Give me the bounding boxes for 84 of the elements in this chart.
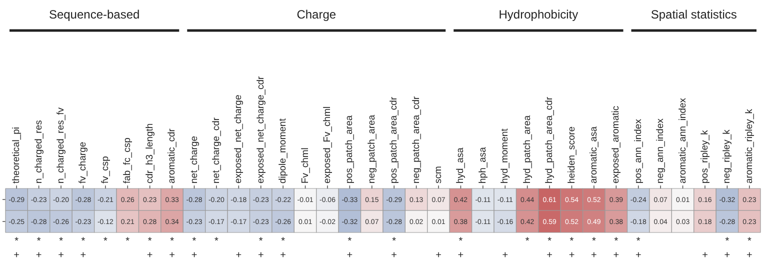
x-tick-label: exposed_net_charge_cdr xyxy=(255,76,266,184)
x-tick-label: exposed_Fv_chml xyxy=(322,106,333,184)
x-tick-label: neg_ripley_k xyxy=(722,129,733,184)
text: + xyxy=(458,250,464,261)
x-tick-label: n_charged_res_fv xyxy=(56,107,67,184)
x-tick-label: aromatic_cdr xyxy=(166,128,178,184)
text: + xyxy=(169,250,175,261)
text: * xyxy=(614,236,618,247)
text: * xyxy=(592,236,596,247)
x-tick-label: fab_fc_csp xyxy=(122,138,134,184)
text: + xyxy=(146,250,153,261)
x-tick-label: neg_patch_area_cdr xyxy=(410,96,422,184)
text: + xyxy=(568,250,575,261)
text: + xyxy=(14,250,20,261)
text: * xyxy=(59,236,63,247)
text: + xyxy=(724,250,730,261)
x-tick-label: neg_patch_area xyxy=(366,114,378,184)
x-tick-label: aromatic_ripley_k xyxy=(744,108,755,184)
text: * xyxy=(548,236,552,247)
x-tick-label: theoretical_pi xyxy=(11,126,22,184)
text: + xyxy=(613,250,620,261)
text: * xyxy=(392,236,396,247)
x-tick-label: net_charge_cdr xyxy=(210,117,222,184)
x-tick-label: pos_patch_area xyxy=(344,114,356,184)
x-tick-label: cdr_h3_length xyxy=(144,123,156,184)
text: + xyxy=(546,250,552,261)
text: * xyxy=(747,236,752,247)
text: * xyxy=(36,236,41,247)
x-tick-label: hyd_patch_area_cdr xyxy=(544,96,556,184)
x-tick-label: hyd_patch_area xyxy=(522,114,533,184)
x-tick-label: fv_charge xyxy=(78,142,89,184)
text: * xyxy=(570,236,574,247)
text: * xyxy=(14,236,19,247)
x-tick-label: aromatic_ann_index xyxy=(677,98,688,184)
x-tick-label: hyd_asa xyxy=(455,146,466,184)
x-tick-label: heiden_score xyxy=(566,126,578,184)
x-tick-label: pos_ripley_k xyxy=(699,130,710,184)
text: + xyxy=(80,250,86,261)
text: + xyxy=(346,250,353,261)
text: + xyxy=(702,250,708,261)
text: * xyxy=(170,236,174,247)
x-tick-label: pos_ann_index xyxy=(632,118,644,184)
text: * xyxy=(725,236,730,247)
x-tick-label: aromatic_asa xyxy=(588,126,600,184)
x-tick-label: hyd_moment xyxy=(500,128,511,184)
x-tick-label: net_charge xyxy=(188,136,200,184)
x-tick-label: fv_csp xyxy=(100,156,111,184)
x-tick-label: exposed_aromatic xyxy=(610,106,622,184)
text: * xyxy=(525,236,530,247)
text: Hydrophobicity xyxy=(498,8,578,22)
text: * xyxy=(258,236,263,247)
x-tick-label: n_charged_res xyxy=(33,120,44,184)
text: + xyxy=(436,250,442,261)
text: * xyxy=(281,236,286,247)
text: * xyxy=(103,236,108,247)
x-tick-label: neg_ann_index xyxy=(655,118,666,184)
text: * xyxy=(348,236,352,247)
text: + xyxy=(36,250,42,261)
x-tick-label: exposed_net_charge xyxy=(233,94,244,184)
text: + xyxy=(236,250,242,261)
text: + xyxy=(258,250,264,261)
text: * xyxy=(214,236,218,247)
x-tick-label: scm xyxy=(433,166,444,184)
text: Sequence-based xyxy=(48,8,140,22)
text: Spatial statistics xyxy=(650,8,737,22)
text: * xyxy=(636,236,640,247)
text: + xyxy=(746,250,752,261)
text: + xyxy=(502,250,508,261)
text: * xyxy=(81,236,86,247)
text: * xyxy=(148,236,152,247)
text: Charge xyxy=(296,8,336,22)
text: + xyxy=(58,250,64,261)
x-tick-label: dipole_moment xyxy=(278,118,289,184)
x-tick-label: hph_asa xyxy=(477,146,488,184)
text: + xyxy=(635,250,642,261)
text: + xyxy=(591,250,597,261)
text: * xyxy=(126,236,130,247)
text: * xyxy=(458,236,463,247)
text: + xyxy=(280,250,286,261)
text: + xyxy=(191,250,198,261)
text: + xyxy=(391,250,398,261)
x-tick-label: pos_patch_area_cdr xyxy=(388,96,400,184)
text: * xyxy=(192,236,196,247)
x-tick-label: Fv_chml xyxy=(300,148,311,184)
